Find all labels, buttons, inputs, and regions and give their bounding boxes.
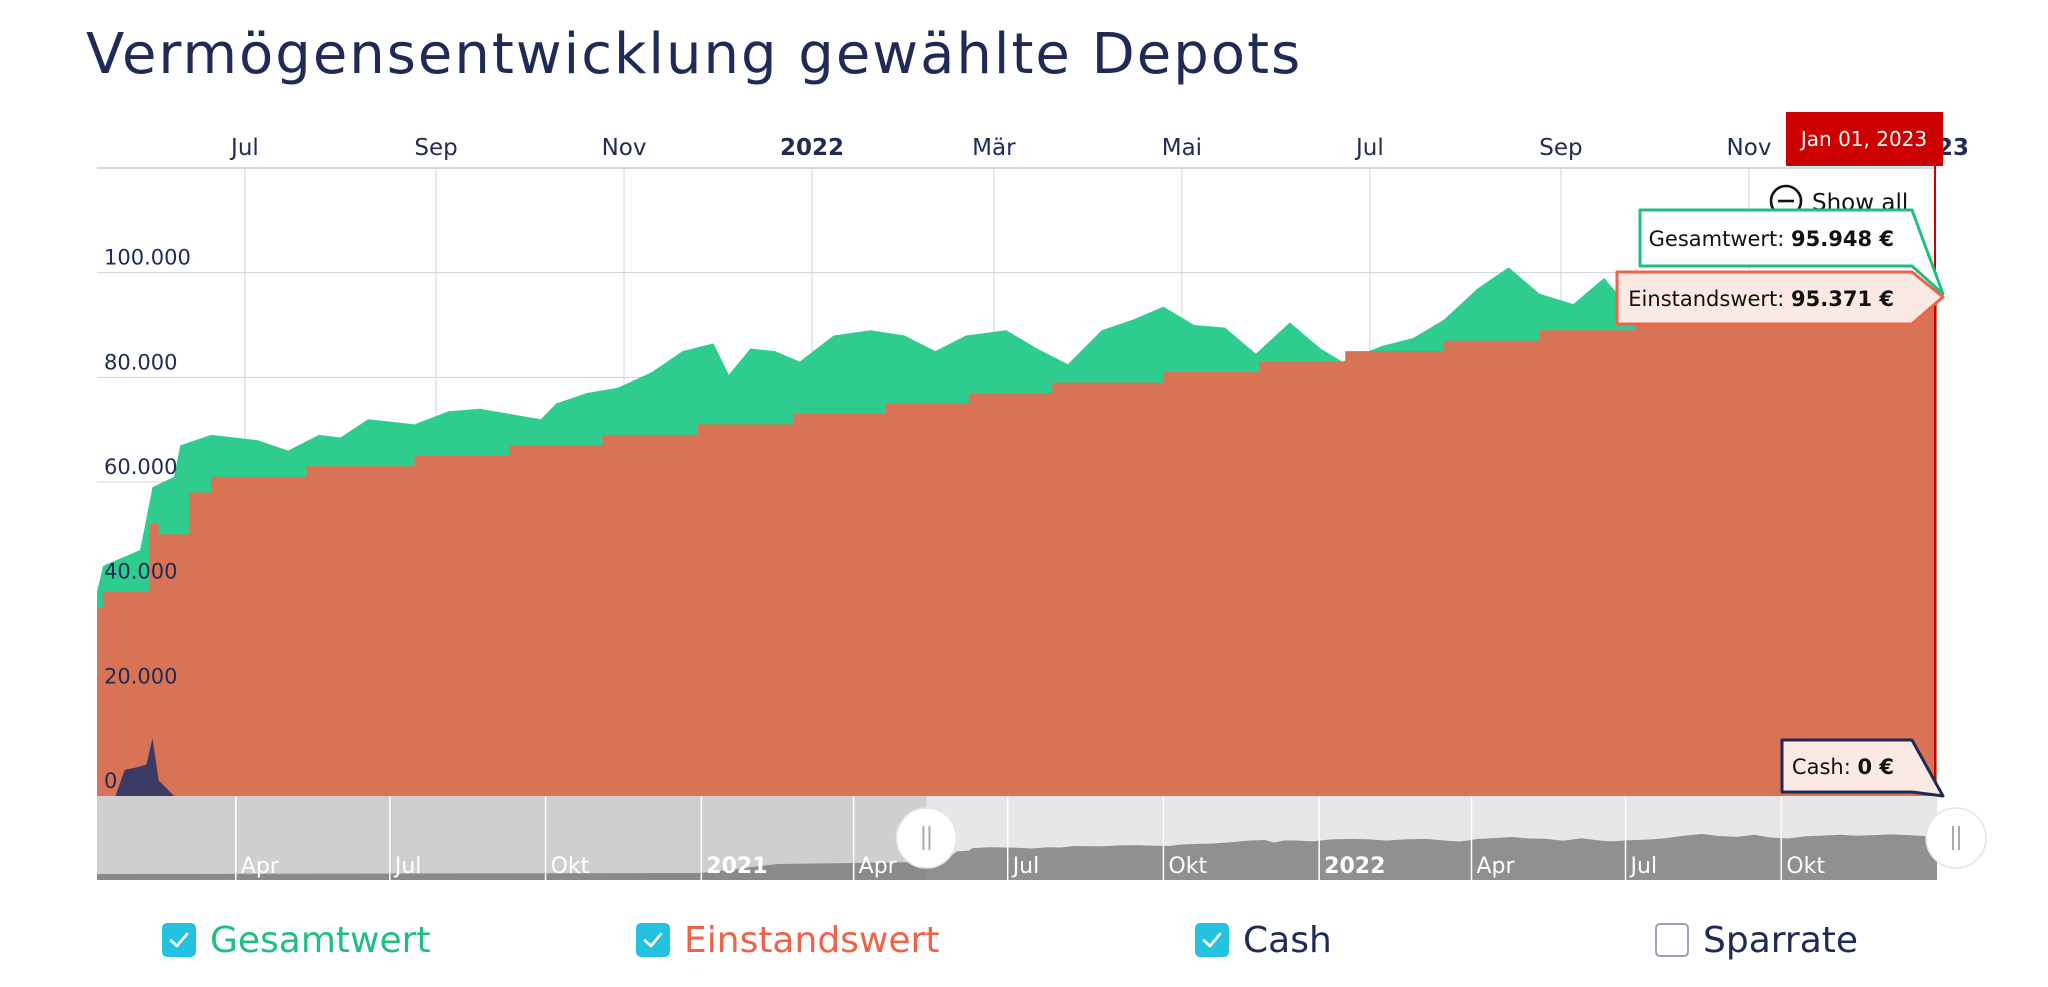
y-tick-label: 100.000 [104,246,191,270]
navigator-series [97,833,1937,880]
navigator[interactable]: Apr Jul Okt 2021 Apr Jul Okt 2022 Apr Jul Okt [97,796,1987,880]
tooltip-box [1638,208,1945,296]
selected-date-badge [1786,112,1943,166]
x-tick-label: Mai [1162,135,1202,161]
legend-label: Gesamtwert [210,919,431,961]
navigator-handle-left[interactable] [895,807,958,869]
navigator-tick-label: Jul [1011,854,1040,879]
x-tick-label: 2022 [780,135,844,161]
checkbox-gesamtwert[interactable] [162,923,196,957]
tooltip-box [1615,270,1945,326]
navigator-tick-label: Jul [393,854,422,879]
navigator-tick-label: Jul [1629,854,1658,879]
checkbox-cash[interactable] [1195,923,1229,957]
legend-label: Cash [1243,919,1332,961]
navigator-tick-label: Okt [1168,854,1207,879]
navigator-handle-right[interactable] [1925,807,1987,869]
x-tick-label: Sep [414,135,457,161]
tooltip-label: Gesamtwert: [1649,227,1791,251]
x-tick-label: Jul [229,135,259,161]
y-tick-label: 0 [104,769,117,793]
x-axis-labels: JulSepNov2022MärMaiJulSepNov2023 [229,135,1969,161]
tooltip-cash: Cash: 0 € [1780,738,1945,798]
handle-circle [895,807,958,869]
selected-date-label: Jan 01, 2023 [1799,127,1927,151]
tooltip-text: Einstandswert: 95.371 € [1628,287,1894,311]
navigator-tick-label: Apr [1476,854,1515,879]
checkmark-icon [1202,932,1222,948]
navigator-tick-label: 2022 [1324,854,1385,879]
checkmark-icon [169,932,189,948]
y-tick-label: 80.000 [104,350,177,374]
navigator-tick-label: Apr [859,854,898,879]
y-axis-labels: 0 20.000 40.000 60.000 80.000 100.000 [104,246,191,793]
tooltip-box [1780,738,1945,798]
y-tick-label: 20.000 [104,664,177,688]
y-tick-label: 40.000 [104,560,177,584]
navigator-tick-label: Apr [241,854,280,879]
x-tick-label: Sep [1539,135,1582,161]
tooltip-value: 95.371 € [1791,287,1894,311]
legend-label: Einstandswert [684,919,940,961]
x-tick-label: Jul [1354,135,1384,161]
tooltip-gesamtwert: Gesamtwert: 95.948 € [1638,208,1945,296]
plot-area[interactable] [97,267,1937,796]
x-tick-label: Nov [602,135,647,161]
legend-item-cash[interactable]: Cash [1195,915,1332,965]
navigator-tick-label: Okt [1786,854,1825,879]
page-title: Vermögensentwicklung gewählte Depots [86,22,1303,87]
legend-item-gesamtwert[interactable]: Gesamtwert [162,915,431,965]
asset-chart[interactable]: 0 20.000 40.000 60.000 80.000 100.000 Jul Sep N… [0,0,2048,900]
legend-item-sparrate[interactable]: Sparrate [1655,915,1858,965]
checkmark-icon [643,932,663,948]
tooltip-label: Cash: [1792,755,1858,779]
x-tick-label: Mär [972,135,1016,161]
tooltip-value: 95.948 € [1791,227,1894,251]
tooltip-value: 0 € [1857,755,1894,779]
navigator-tick-label: 2021 [706,854,767,879]
navigator-selection [926,796,1937,880]
tooltip-label: Einstandswert: [1628,287,1791,311]
tooltip-text: Gesamtwert: 95.948 € [1649,227,1894,251]
navigator-tick-label: Okt [551,854,590,879]
tooltip-text: Cash: 0 € [1792,755,1894,779]
checkbox-sparrate[interactable] [1655,923,1689,957]
y-tick-label: 60.000 [104,455,177,479]
legend-label: Sparrate [1703,919,1859,961]
series-einstandswert-area [97,296,1937,796]
x-tick-label: Nov [1727,135,1772,161]
tooltip-einstandswert: Einstandswert: 95.371 € [1615,270,1945,326]
handle-circle [1925,807,1987,869]
checkbox-einstandswert[interactable] [636,923,670,957]
legend-item-einstandswert[interactable]: Einstandswert [636,915,939,965]
